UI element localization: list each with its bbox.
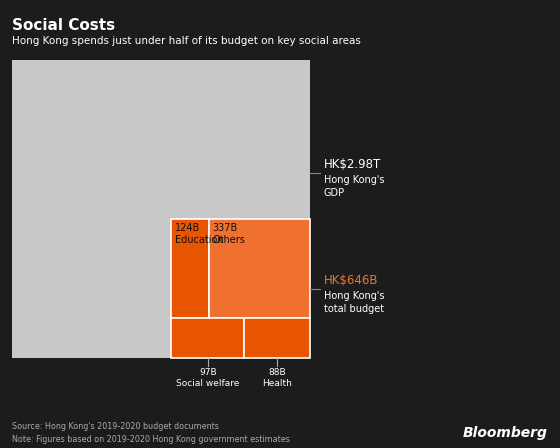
Text: 97B
Social welfare: 97B Social welfare (176, 368, 240, 388)
Bar (171, 219, 209, 318)
Text: Bloomberg: Bloomberg (463, 426, 548, 440)
Bar (209, 219, 310, 318)
Text: Hong Kong's
total budget: Hong Kong's total budget (324, 291, 385, 314)
Text: HK$646B: HK$646B (324, 274, 379, 287)
Text: Hong Kong spends just under half of its budget on key social areas: Hong Kong spends just under half of its … (12, 36, 361, 46)
Text: 88B
Health: 88B Health (262, 368, 292, 388)
Text: Source: Hong Kong's 2019-2020 budget documents
Note: Figures based on 2019-2020 : Source: Hong Kong's 2019-2020 budget doc… (12, 422, 290, 444)
Bar (12, 60, 310, 358)
Text: Social Costs: Social Costs (12, 18, 115, 33)
Bar (244, 318, 310, 358)
Text: HK$2.98T: HK$2.98T (324, 158, 381, 171)
Bar (171, 318, 244, 358)
Text: Hong Kong's
GDP: Hong Kong's GDP (324, 175, 385, 198)
Text: 124B
Education: 124B Education (175, 223, 224, 246)
Text: 337B
Others: 337B Others (213, 223, 246, 246)
